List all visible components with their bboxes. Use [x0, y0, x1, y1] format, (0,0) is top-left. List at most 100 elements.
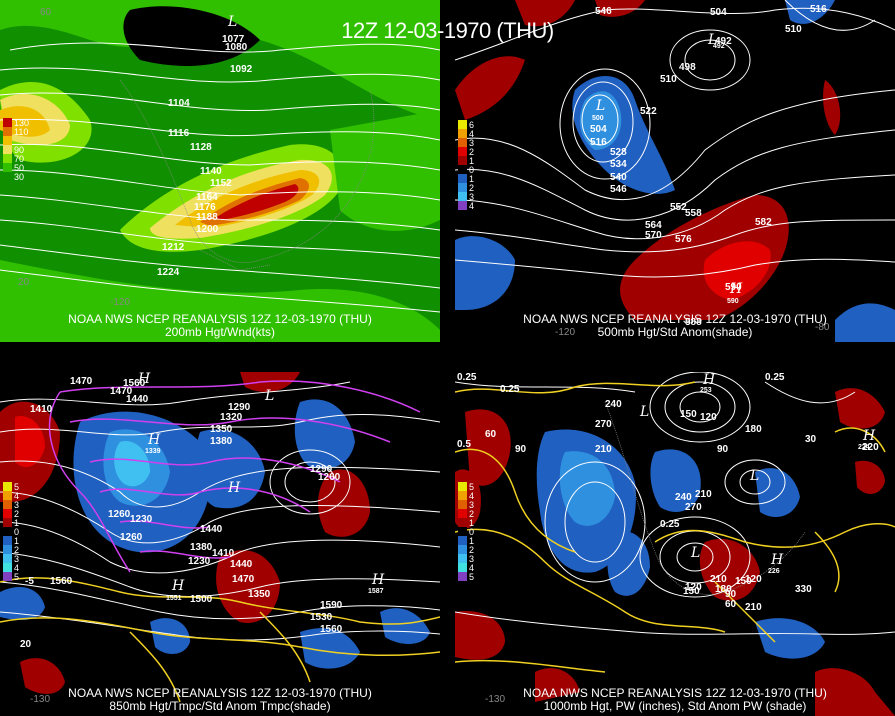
map-200mb: L 10771080109211041116112811401152116411…: [0, 0, 440, 342]
pressure-value-p4-0: 253: [700, 387, 712, 394]
pressure-value-p3-4: 1551: [166, 595, 182, 602]
legend-label: 0: [469, 527, 475, 537]
contour-label: 90: [725, 589, 737, 600]
pressure-value-p3-3: 1587: [368, 588, 384, 595]
legend-label: 50: [14, 163, 25, 173]
map-1000mb: H 253 L L H 224 L H 226 0.250.250.560902…: [455, 372, 895, 716]
contour-label: 1188: [196, 212, 218, 223]
contour-label: 590: [725, 282, 742, 293]
contour-label: 1470: [232, 574, 255, 585]
legend-swatch: [458, 129, 467, 138]
caption-850mb-source: NOAA NWS NCEP REANALYSIS 12Z 12-03-1970 …: [68, 686, 372, 700]
contour-label: 1140: [200, 166, 222, 177]
legend-swatch: [458, 156, 467, 165]
lon-label-p3-0: -130: [30, 694, 50, 705]
legend-swatch: [3, 482, 12, 491]
contour-label: 522: [640, 106, 657, 117]
legend-label: 4: [469, 129, 475, 139]
contour-label: 210: [595, 444, 612, 455]
legend-swatch: [3, 145, 12, 154]
contour-label: 546: [595, 6, 612, 17]
pressure-value-p2-1: 500: [592, 115, 604, 122]
contour-label: 240: [605, 399, 622, 410]
contour-label: 1590: [320, 600, 343, 611]
contour-label: 0.25: [500, 384, 520, 395]
legend-label: 4: [469, 563, 475, 573]
lon-label-p4-0: -130: [485, 694, 505, 705]
legend-swatch: [458, 518, 467, 527]
contour-label: 1260: [108, 509, 131, 520]
contour-label: 498: [679, 62, 696, 73]
contour-label: 1077: [222, 34, 245, 45]
contour-label: 120: [745, 574, 762, 585]
legend-swatch: [3, 554, 12, 563]
legend-label: 3: [469, 138, 475, 148]
contour-label: 1560: [50, 576, 73, 587]
legend-label: 3: [469, 500, 475, 510]
legend-swatch: [458, 138, 467, 147]
legend-swatch: [458, 174, 467, 183]
legend-label: 5: [469, 572, 475, 582]
pressure-value-p2-0: 492: [713, 43, 725, 50]
contour-label: 1092: [230, 64, 253, 75]
contour-label: 1410: [30, 404, 53, 415]
legend-swatch: [3, 536, 12, 545]
caption-200mb-source: NOAA NWS NCEP REANALYSIS 12Z 12-03-1970 …: [68, 312, 372, 326]
panel-850mb: H H 1339 H H 1587 H 1551 L 1470 1560 1470 1…: [0, 372, 440, 716]
pressure-center-p4-3: H: [862, 428, 876, 444]
legend-swatch: [458, 147, 467, 156]
panel-1000mb: H 253 L L H 224 L H 226 0.25 0.25 0.5 60 90 2…: [455, 372, 895, 716]
legend-swatch: [3, 563, 12, 572]
contour-label: 1260: [318, 472, 341, 483]
contour-label: 1200: [196, 224, 219, 235]
contour-label: 582: [755, 217, 772, 228]
legend-label: 110: [14, 127, 29, 137]
legend-swatch: [458, 572, 467, 581]
lon-label-p1-0: -120: [110, 297, 130, 308]
legend-swatch: [3, 118, 12, 127]
caption-500mb-source: NOAA NWS NCEP REANALYSIS 12Z 12-03-1970 …: [523, 312, 827, 326]
contour-label: 210: [710, 574, 727, 585]
legend-label: 1: [469, 536, 475, 546]
contour-label: 504: [590, 124, 607, 135]
legend-label: 5: [14, 482, 20, 492]
legend-swatch: [3, 172, 12, 181]
contour-label: 504: [710, 7, 727, 18]
legend-swatch: [458, 536, 467, 545]
legend-swatch: [458, 192, 467, 201]
contour-label: 1290: [228, 402, 251, 413]
map-500mb: L 492 L 500 H 590 546 504 5165104984925105…: [455, 0, 895, 342]
legend-label: 5: [469, 482, 475, 492]
contour-label: 1380: [190, 542, 213, 553]
legend-swatch: [3, 527, 12, 536]
legend-swatch: [458, 165, 467, 174]
legend-label: 4: [14, 563, 20, 573]
pressure-center-p4-4: L: [690, 545, 700, 561]
pressure-center-p3-2: H: [227, 480, 241, 496]
contour-label: 1440: [230, 559, 253, 570]
legend-swatch: [3, 518, 12, 527]
contour-label: 510: [785, 24, 802, 35]
lon-label-p2-1: -80: [815, 322, 830, 333]
contour-label: 492: [715, 36, 732, 47]
legend-label: 1: [469, 156, 475, 166]
contour-label: 1230: [130, 514, 153, 525]
contour-label: 90: [515, 444, 527, 455]
caption-200mb-field: 200mb Hgt/Wnd(kts): [164, 325, 276, 339]
pressure-center-p1-0: L: [227, 14, 237, 30]
contour-label: 1176: [194, 202, 216, 213]
legend-label: 4: [469, 201, 475, 211]
contour-label: 270: [685, 502, 702, 513]
legend-swatch: [458, 201, 467, 210]
legend-swatch: [3, 500, 12, 509]
contour-label: 564: [645, 220, 662, 231]
contour-label: 1164: [196, 192, 218, 203]
pressure-center-p4-2: L: [749, 468, 759, 484]
contour-label: 210: [695, 489, 712, 500]
contour-label: 1470: [110, 386, 133, 397]
contour-label: 60: [725, 599, 737, 610]
pressure-value-p4-3: 224: [858, 444, 870, 451]
pressure-center-p3-4: H: [171, 578, 185, 594]
